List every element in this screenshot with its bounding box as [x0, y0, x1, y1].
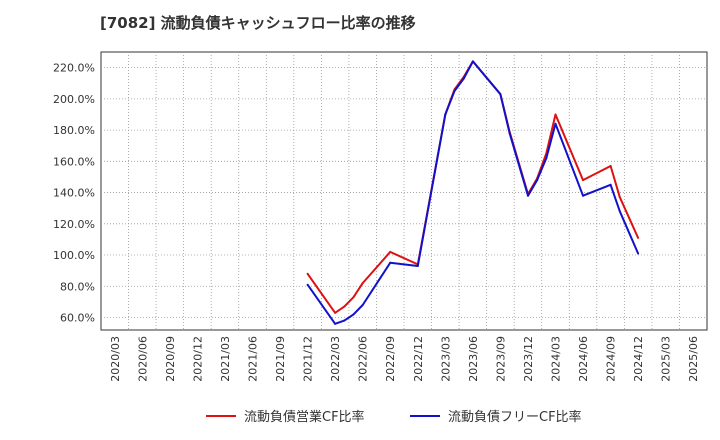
- data-point-operating-cf: [618, 196, 621, 199]
- data-point-operating-cf: [306, 272, 309, 275]
- data-point-free-cf: [361, 304, 364, 306]
- x-tick-label: 2024/12: [632, 336, 645, 382]
- x-tick-label: 2020/12: [191, 336, 204, 382]
- y-tick-label: 100.0%: [53, 249, 95, 262]
- y-tick-label: 80.0%: [60, 280, 95, 293]
- chart-title: [7082] 流動負債キャッシュフロー比率の推移: [100, 14, 416, 32]
- data-point-operating-cf: [637, 236, 640, 239]
- legend-label-free-cf: 流動負債フリーCF比率: [448, 409, 582, 425]
- y-axis-ticks: 60.0% 80.0% 100.0% 120.0% 140.0% 160.0% 180.0%…: [53, 62, 95, 325]
- data-point-operating-cf: [582, 179, 584, 182]
- y-tick-label: 200.0%: [53, 93, 95, 106]
- data-point-operating-cf: [609, 165, 612, 167]
- x-tick-label: 2021/03: [219, 336, 232, 382]
- y-tick-label: 220.0%: [53, 62, 95, 75]
- data-point-free-cf: [334, 322, 337, 325]
- data-point-operating-cf: [389, 250, 392, 253]
- x-tick-label: 2022/12: [412, 336, 425, 382]
- series-lines: [306, 60, 640, 325]
- x-tick-label: 2022/09: [384, 336, 397, 382]
- x-tick-label: 2020/06: [136, 336, 149, 382]
- x-tick-label: 2024/03: [550, 336, 563, 382]
- y-tick-label: 140.0%: [53, 187, 95, 200]
- y-tick-label: 180.0%: [53, 124, 95, 137]
- data-point-free-cf: [618, 210, 621, 213]
- x-tick-label: 2020/03: [109, 336, 122, 382]
- legend-label-operating-cf: 流動負債営業CF比率: [244, 409, 365, 425]
- x-tick-label: 2024/09: [605, 336, 618, 382]
- data-point-free-cf: [352, 313, 355, 316]
- x-tick-label: 2022/03: [329, 336, 342, 382]
- x-tick-label: 2025/03: [660, 336, 673, 382]
- data-point-operating-cf: [334, 311, 337, 314]
- x-tick-label: 2021/09: [274, 336, 287, 382]
- x-axis-ticks: 2020/03 2020/06 2020/09 2020/12 2021/03 2021/…: [109, 336, 700, 382]
- x-tick-label: 2024/06: [577, 336, 590, 382]
- x-tick-label: 2025/06: [687, 336, 700, 382]
- data-point-operating-cf: [352, 296, 355, 299]
- x-tick-label: 2020/09: [164, 336, 177, 382]
- data-point-free-cf: [508, 132, 511, 135]
- data-point-operating-cf: [554, 113, 557, 116]
- y-tick-label: 60.0%: [60, 312, 95, 325]
- x-tick-label: 2023/12: [522, 336, 535, 382]
- data-point-free-cf: [536, 179, 539, 182]
- data-point-free-cf: [343, 319, 346, 322]
- data-point-free-cf: [453, 90, 456, 92]
- x-tick-label: 2021/12: [302, 336, 315, 382]
- x-tick-label: 2023/09: [494, 336, 507, 382]
- legend: 流動負債営業CF比率 流動負債フリーCF比率: [206, 409, 582, 425]
- data-point-free-cf: [389, 261, 392, 264]
- data-point-operating-cf: [361, 282, 364, 285]
- data-point-free-cf: [609, 183, 612, 186]
- y-tick-label: 120.0%: [53, 218, 95, 231]
- data-point-free-cf: [306, 283, 309, 286]
- data-point-free-cf: [582, 194, 584, 197]
- x-tick-label: 2021/06: [247, 336, 260, 382]
- grid-lines: [101, 52, 707, 330]
- data-point-free-cf: [444, 113, 447, 116]
- data-point-free-cf: [637, 252, 640, 255]
- x-tick-label: 2022/06: [357, 336, 370, 382]
- y-tick-label: 160.0%: [53, 155, 95, 168]
- x-tick-label: 2023/06: [467, 336, 480, 382]
- data-point-free-cf: [527, 194, 529, 197]
- x-tick-label: 2023/03: [439, 336, 452, 382]
- data-point-free-cf: [462, 77, 465, 80]
- data-point-free-cf: [471, 60, 474, 63]
- data-point-free-cf: [416, 265, 419, 267]
- data-point-free-cf: [554, 122, 557, 125]
- data-point-operating-cf: [343, 305, 346, 308]
- data-point-free-cf: [545, 157, 548, 160]
- data-point-free-cf: [499, 93, 502, 96]
